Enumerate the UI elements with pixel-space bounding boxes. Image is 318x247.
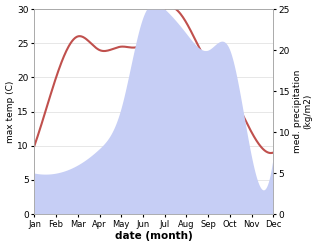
Y-axis label: med. precipitation
(kg/m2): med. precipitation (kg/m2) [293, 70, 313, 153]
Y-axis label: max temp (C): max temp (C) [5, 80, 15, 143]
X-axis label: date (month): date (month) [115, 231, 193, 242]
